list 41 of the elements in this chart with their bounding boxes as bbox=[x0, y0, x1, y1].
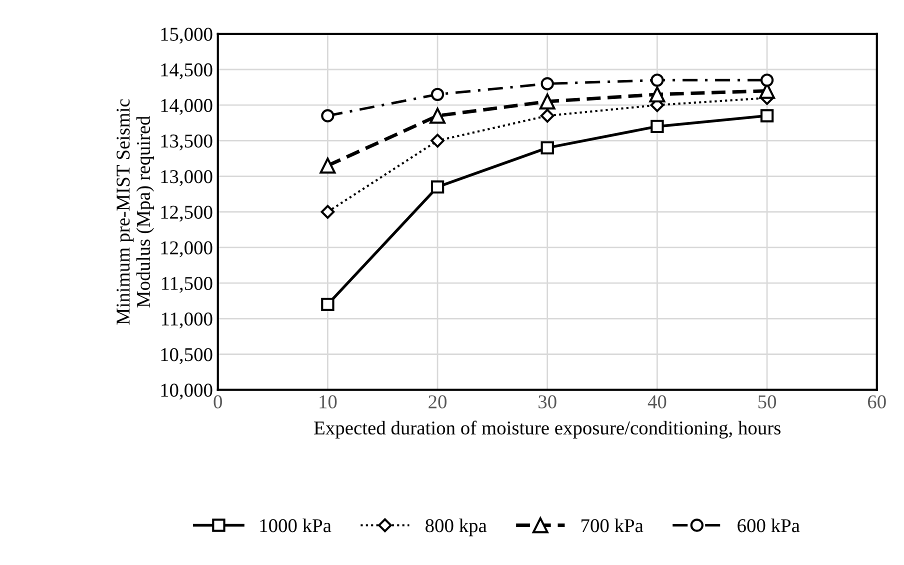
point bbox=[430, 180, 444, 194]
y-tick-label: 11,000 bbox=[162, 312, 212, 328]
point bbox=[650, 74, 664, 87]
x-tick-label: 10 bbox=[320, 395, 337, 408]
y-tick-label: 12,000 bbox=[161, 241, 212, 258]
y-tick-label: 13,500 bbox=[161, 134, 212, 150]
point bbox=[540, 141, 554, 154]
x-tick-label: 20 bbox=[428, 395, 447, 408]
x-tick-label: 0 bbox=[214, 395, 222, 408]
point bbox=[540, 108, 554, 123]
y-tick-label: 14,000 bbox=[161, 98, 212, 115]
point bbox=[321, 109, 334, 122]
x-tick-label: 30 bbox=[538, 395, 556, 408]
point bbox=[320, 158, 336, 174]
point bbox=[430, 88, 444, 102]
x-axis-title: Expected duration of moisture exposure/conditioning, hours bbox=[314, 420, 780, 439]
point bbox=[760, 74, 774, 87]
point bbox=[649, 86, 666, 102]
y-tick-label: 14,500 bbox=[161, 63, 212, 80]
point bbox=[539, 94, 556, 110]
x-tick-label: 60 bbox=[868, 395, 886, 408]
legend-label: 1000 kPa bbox=[260, 518, 332, 532]
y-axis-title: Minimum pre-MIST Seismic Modulus (Mpa) required bbox=[116, 99, 154, 325]
y-tick-label: 10,500 bbox=[161, 348, 212, 364]
y-tick-label: 12,500 bbox=[161, 206, 212, 222]
legend-label: 800 kpa bbox=[426, 518, 487, 536]
point bbox=[540, 77, 554, 90]
point bbox=[760, 109, 774, 122]
x-tick-label: 50 bbox=[758, 395, 776, 408]
y-tick-label: 11,500 bbox=[162, 276, 212, 293]
y-tick-label: 10,000 bbox=[161, 384, 212, 400]
point bbox=[321, 298, 334, 312]
point bbox=[430, 108, 446, 124]
y-tick-label: 13,000 bbox=[161, 170, 212, 186]
point bbox=[650, 120, 664, 134]
x-tick-label: 40 bbox=[648, 395, 666, 408]
legend-label: 600 kPa bbox=[738, 518, 800, 532]
point bbox=[320, 204, 335, 219]
y-tick-label: 15,000 bbox=[161, 28, 212, 44]
point bbox=[430, 134, 444, 148]
legend-label: 700 kPa bbox=[582, 518, 644, 532]
